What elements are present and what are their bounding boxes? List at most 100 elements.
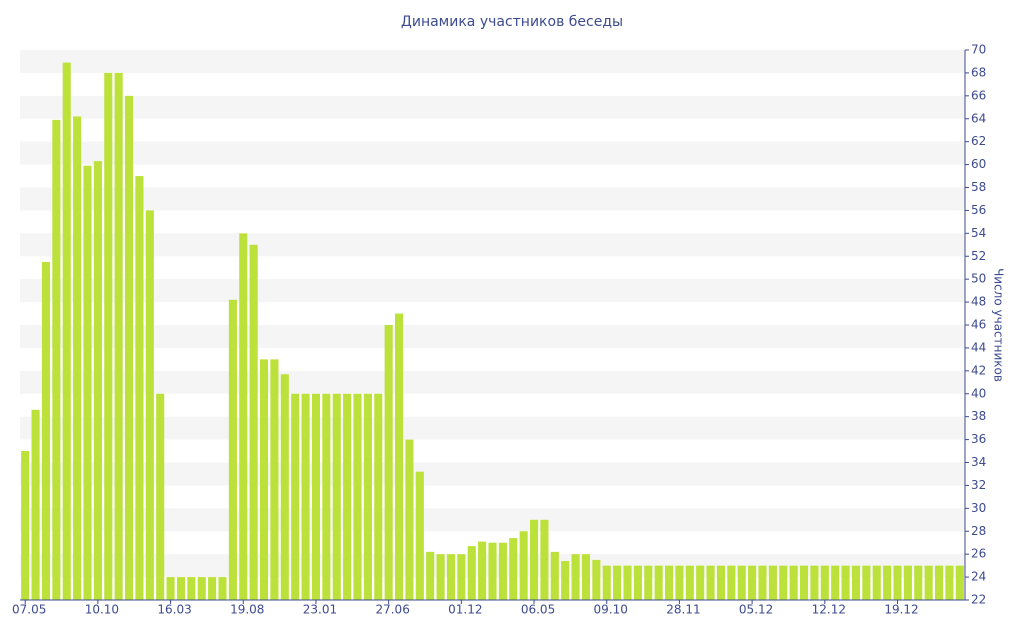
bar	[415, 471, 424, 600]
y-tick-label: 60	[971, 157, 986, 171]
bar	[176, 577, 186, 600]
bar	[73, 116, 82, 600]
bar	[789, 565, 798, 600]
bar	[924, 565, 933, 600]
bar	[457, 554, 466, 600]
bar	[581, 554, 591, 600]
x-tick-label: 09.10	[594, 603, 628, 617]
bar	[124, 95, 134, 600]
bar	[166, 577, 175, 600]
y-tick-label: 30	[971, 501, 986, 515]
bar	[602, 565, 611, 600]
bar	[446, 554, 456, 600]
y-axis-label: Число участников	[992, 268, 1006, 382]
bar	[62, 62, 71, 600]
bar	[893, 565, 902, 600]
x-tick-label: 05.12	[739, 603, 773, 617]
bar	[21, 451, 30, 600]
bar	[405, 439, 414, 600]
bar	[706, 565, 715, 600]
y-tick-label: 52	[971, 249, 986, 263]
bar	[841, 565, 850, 600]
bar	[862, 565, 871, 600]
bar	[228, 299, 237, 600]
bar	[851, 565, 861, 600]
bar	[218, 577, 227, 600]
bar	[332, 393, 341, 600]
bar	[249, 244, 258, 600]
bar	[561, 561, 570, 600]
bar	[768, 565, 777, 600]
x-tick-label: 06.05	[521, 603, 555, 617]
bar	[737, 565, 746, 600]
grid-band	[20, 187, 965, 211]
bar	[280, 374, 289, 600]
x-tick-label: 12.12	[812, 603, 846, 617]
y-tick-label: 70	[971, 43, 986, 57]
x-tick-label: 19.12	[884, 603, 918, 617]
bar	[872, 565, 881, 600]
bar	[394, 313, 404, 600]
grid-band	[20, 370, 965, 394]
y-tick-label: 40	[971, 386, 986, 400]
bar	[322, 393, 331, 600]
bar	[93, 161, 102, 601]
bar	[52, 119, 61, 600]
y-tick-label: 48	[971, 295, 986, 309]
bar	[478, 541, 487, 600]
bar	[716, 565, 726, 600]
y-tick-label: 62	[971, 134, 986, 148]
bar	[270, 359, 279, 600]
y-tick-label: 44	[971, 340, 986, 354]
bar	[664, 565, 674, 600]
bar	[748, 565, 757, 600]
x-tick-label: 10.10	[85, 603, 119, 617]
bar	[291, 393, 300, 600]
bar	[727, 565, 736, 600]
x-tick-label: 19.08	[230, 603, 264, 617]
bar	[114, 72, 123, 600]
bar	[436, 554, 445, 600]
bar	[426, 551, 435, 600]
y-tick-label: 56	[971, 203, 986, 217]
bar	[31, 409, 40, 600]
bar	[363, 393, 372, 600]
bar	[311, 393, 321, 600]
bar	[799, 565, 809, 600]
bar	[654, 565, 663, 600]
bar	[498, 542, 507, 600]
bar	[883, 565, 892, 600]
bar	[384, 325, 393, 600]
bar	[696, 565, 705, 600]
bar	[529, 519, 539, 600]
grid-band	[20, 141, 965, 165]
bar	[571, 554, 580, 600]
grid-band	[20, 95, 965, 119]
bar	[519, 531, 528, 600]
bar	[685, 565, 694, 600]
bar	[353, 393, 362, 600]
y-tick-label: 28	[971, 524, 986, 538]
bar	[613, 565, 622, 600]
y-tick-label: 22	[971, 593, 986, 607]
bar	[934, 565, 944, 600]
bar	[592, 559, 601, 600]
bar	[83, 165, 92, 600]
bar	[509, 538, 518, 600]
grid-band	[20, 233, 965, 257]
x-tick-label: 27.06	[375, 603, 409, 617]
bar	[914, 565, 923, 600]
x-tick-label: 07.05	[12, 603, 46, 617]
bar	[945, 565, 954, 600]
y-tick-label: 46	[971, 318, 986, 332]
bar	[550, 551, 559, 600]
bar	[623, 565, 632, 600]
grid-band	[20, 279, 965, 303]
bar	[540, 519, 549, 600]
bar	[758, 565, 767, 600]
grid-band	[20, 325, 965, 348]
bar	[820, 565, 829, 600]
bar	[301, 393, 310, 600]
x-tick-label: 01.12	[448, 603, 482, 617]
